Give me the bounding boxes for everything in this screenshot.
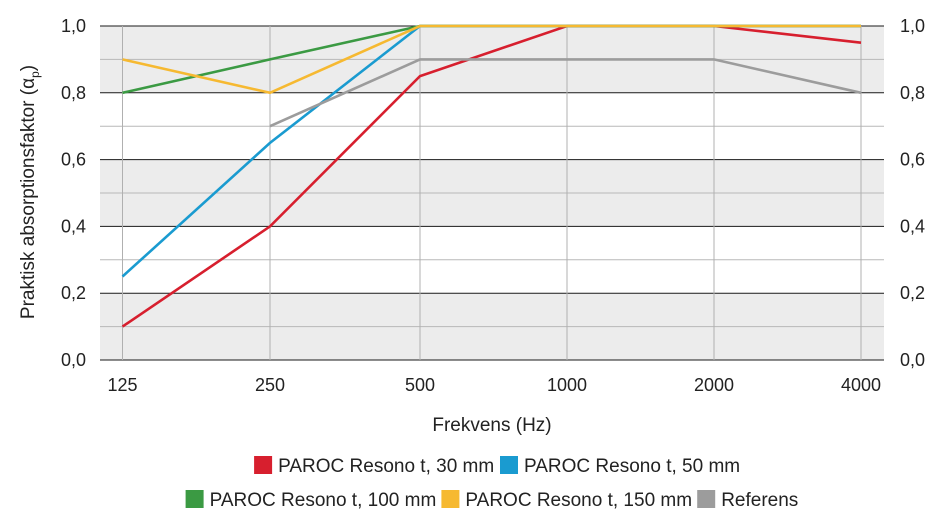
- y-tick-right-2: 0,4: [900, 216, 925, 236]
- legend: PAROC Resono t, 30 mm PAROC Resono t, 50 …: [185, 456, 798, 511]
- x-tick-2: 500: [405, 375, 435, 395]
- y-axis-title-main: Praktisk absorptionsfaktor (α: [18, 78, 39, 319]
- y-tick-left-3: 0,6: [61, 150, 86, 170]
- x-tick-0: 125: [107, 375, 137, 395]
- grid-lines: [100, 25, 884, 361]
- y-tick-right-5: 1,0: [900, 16, 925, 36]
- y-axis-title-subscript: p: [28, 71, 42, 78]
- series-line-4: [269, 58, 862, 128]
- legend-swatch-4: [697, 490, 716, 508]
- y-axis-left-ticks: 0,0 0,2 0,4 0,6 0,8 1,0: [61, 16, 86, 370]
- x-axis-title: Frekvens (Hz): [432, 415, 551, 436]
- y-axis-right-ticks: 0,0 0,2 0,4 0,6 0,8 1,0: [900, 16, 925, 370]
- legend-label-3: PAROC Resono t, 150 mm: [465, 490, 692, 511]
- y-tick-left-4: 0,8: [61, 83, 86, 103]
- x-axis-ticks: 125 250 500 1000 2000 4000: [107, 375, 881, 395]
- series-line-3: [122, 24, 861, 95]
- legend-swatch-0: [254, 456, 273, 474]
- x-tick-3: 1000: [547, 375, 587, 395]
- legend-swatch-2: [185, 490, 204, 508]
- y-tick-right-3: 0,6: [900, 150, 925, 170]
- legend-label-2: PAROC Resono t, 100 mm: [210, 490, 437, 511]
- y-tick-left-0: 0,0: [61, 350, 86, 370]
- y-tick-right-4: 0,8: [900, 83, 925, 103]
- y-tick-left-5: 1,0: [61, 16, 86, 36]
- legend-swatch-1: [500, 456, 518, 474]
- legend-label-1: PAROC Resono t, 50 mm: [524, 456, 740, 477]
- legend-swatch-3: [441, 490, 460, 508]
- legend-label-0: PAROC Resono t, 30 mm: [278, 456, 494, 477]
- y-tick-left-2: 0,4: [61, 216, 86, 236]
- y-axis-title: Praktisk absorptionsfaktor (αp): [18, 65, 42, 319]
- y-axis-title-close: ): [18, 65, 39, 71]
- y-tick-right-0: 0,0: [900, 350, 925, 370]
- x-tick-4: 2000: [694, 375, 734, 395]
- y-tick-left-1: 0,2: [61, 283, 86, 303]
- legend-label-4: Referens: [721, 490, 798, 511]
- series-line-0: [121, 24, 862, 328]
- series-lines: [121, 24, 862, 328]
- y-tick-right-1: 0,2: [900, 283, 925, 303]
- x-tick-1: 250: [255, 375, 285, 395]
- x-tick-5: 4000: [841, 375, 881, 395]
